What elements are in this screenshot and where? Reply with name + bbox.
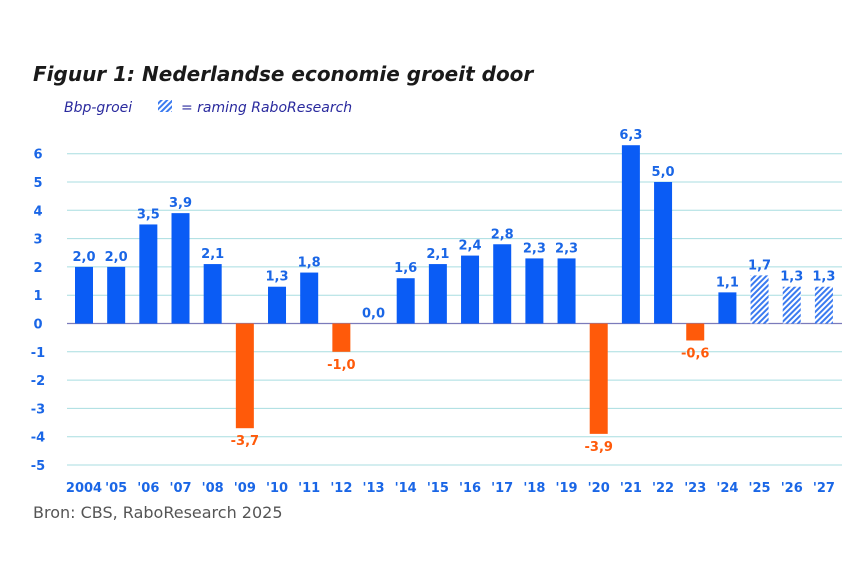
y-tick-label: 4	[33, 204, 42, 219]
bar	[493, 244, 512, 324]
data-label: 2,3	[555, 241, 578, 256]
bar	[171, 213, 190, 324]
x-tick-label: '13	[362, 481, 384, 496]
data-label: 3,5	[137, 207, 160, 222]
data-label: 2,3	[523, 241, 546, 256]
bar	[750, 275, 769, 324]
bar	[814, 286, 833, 324]
legend-forecast-label: = raming RaboResearch	[181, 100, 352, 116]
y-tick-label: -3	[31, 402, 45, 417]
x-tick-label: '27	[813, 481, 835, 496]
bar	[621, 145, 640, 324]
legend-hatch-swatch	[158, 100, 172, 112]
data-label: -3,7	[231, 434, 259, 449]
data-label: 6,3	[619, 128, 642, 143]
x-tick-label: '21	[620, 481, 642, 496]
x-tick-label: '16	[459, 481, 481, 496]
data-label: 2,0	[72, 250, 95, 265]
x-tick-label: '15	[427, 481, 449, 496]
data-label: 1,6	[394, 261, 417, 276]
x-tick-label: '07	[169, 481, 191, 496]
bar	[332, 323, 351, 352]
x-tick-label: '09	[234, 481, 256, 496]
y-tick-label: 6	[33, 148, 42, 163]
y-tick-label: -2	[31, 374, 45, 389]
bar	[525, 258, 544, 324]
bar	[235, 323, 254, 429]
x-tick-label: '06	[137, 481, 159, 496]
x-tick-label: '12	[330, 481, 352, 496]
data-label: 2,0	[105, 250, 128, 265]
data-label: 3,9	[169, 196, 192, 211]
data-label: 5,0	[652, 165, 675, 180]
bar	[428, 264, 447, 324]
bar	[139, 224, 158, 324]
x-tick-label: '24	[716, 481, 738, 496]
bar	[396, 278, 415, 324]
bar	[75, 266, 93, 324]
x-tick-label: '22	[652, 481, 674, 496]
bar	[718, 292, 737, 324]
chart-subtitle: Bbp-groei	[64, 100, 132, 116]
x-tick-label: '17	[491, 481, 513, 496]
data-label: 2,8	[491, 227, 514, 242]
y-tick-label: 5	[33, 176, 42, 191]
data-label: 1,3	[266, 270, 289, 285]
data-label: 2,1	[426, 247, 449, 262]
x-tick-label: '20	[588, 481, 610, 496]
data-label: 2,4	[459, 239, 482, 254]
bar	[107, 266, 126, 324]
x-tick-label: '10	[266, 481, 288, 496]
data-label: 1,7	[748, 258, 771, 273]
data-label: 2,1	[201, 247, 224, 262]
y-tick-label: -5	[31, 459, 45, 474]
y-tick-label: 2	[33, 261, 42, 276]
bar	[268, 286, 287, 324]
x-tick-label: '19	[556, 481, 578, 496]
data-label: 0,0	[362, 307, 385, 322]
data-label: 1,3	[812, 270, 835, 285]
source-note: Bron: CBS, RaboResearch 2025	[33, 503, 283, 522]
y-tick-label: 1	[33, 289, 42, 304]
y-tick-label: -4	[31, 431, 45, 446]
bar	[557, 258, 576, 324]
x-tick-label: '26	[781, 481, 803, 496]
bar	[589, 323, 608, 434]
bar	[654, 182, 673, 324]
y-tick-label: 0	[33, 318, 42, 333]
bar	[203, 264, 222, 324]
chart-title: Figuur 1: Nederlandse economie groeit do…	[33, 62, 534, 86]
y-tick-label: -1	[31, 346, 45, 361]
data-label: -1,0	[327, 358, 355, 373]
data-label: 1,1	[716, 275, 739, 290]
x-tick-label: '11	[298, 481, 320, 496]
y-tick-label: 3	[33, 233, 42, 248]
data-label: 1,3	[780, 270, 803, 285]
data-label: -0,6	[681, 346, 709, 361]
bar	[782, 286, 801, 324]
x-tick-label: '18	[523, 481, 545, 496]
bar	[461, 255, 480, 324]
x-tick-label: 2004	[66, 481, 102, 496]
bar	[686, 323, 705, 341]
x-tick-label: '25	[749, 481, 771, 496]
x-tick-label: '08	[202, 481, 224, 496]
x-tick-label: '14	[395, 481, 417, 496]
x-tick-label: '05	[105, 481, 127, 496]
x-tick-label: '23	[684, 481, 706, 496]
data-label: 1,8	[298, 256, 321, 271]
bar	[300, 272, 319, 324]
data-label: -3,9	[585, 440, 613, 455]
